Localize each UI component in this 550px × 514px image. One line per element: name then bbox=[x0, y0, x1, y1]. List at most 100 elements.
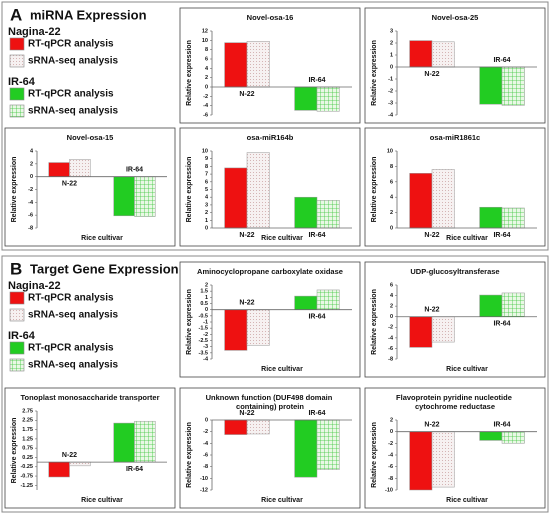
category-label: IR-64 bbox=[493, 57, 510, 64]
title-line: Novel-osa-25 bbox=[432, 13, 479, 22]
y-tick-label: 0 bbox=[205, 417, 208, 423]
y-tick-label: 10 bbox=[387, 148, 393, 154]
title-line: cytochrome reductase bbox=[415, 402, 495, 411]
y-tick-label: 0 bbox=[390, 225, 393, 231]
y-tick-label: 4 bbox=[390, 195, 394, 201]
y-tick-label: 6 bbox=[205, 179, 208, 185]
bar bbox=[316, 419, 340, 470]
chart-title: Novel-osa-25 bbox=[432, 13, 479, 22]
y-tick-label: 6 bbox=[390, 179, 393, 185]
bar bbox=[69, 159, 91, 177]
y-tick-label: 2 bbox=[390, 304, 393, 310]
chart-title: osa-miR164b bbox=[247, 133, 294, 142]
y-tick-label: 1.75 bbox=[22, 427, 33, 433]
y-tick-label: 2.75 bbox=[22, 408, 33, 414]
chart-frame bbox=[364, 261, 546, 378]
category-label: IR-64 bbox=[493, 422, 510, 429]
title-line: Novel-osa-16 bbox=[247, 13, 294, 22]
chart-title: Novel-osa-16 bbox=[247, 13, 294, 22]
panel-label: A bbox=[10, 5, 22, 24]
panel-title: miRNA Expression bbox=[30, 7, 147, 22]
legend-swatch bbox=[9, 358, 25, 372]
y-tick-label: 6 bbox=[390, 282, 393, 288]
y-tick-label: -1 bbox=[203, 319, 208, 325]
bar bbox=[431, 431, 455, 488]
bar bbox=[294, 196, 318, 229]
y-tick-label: -4 bbox=[28, 200, 34, 206]
y-tick-label: 0 bbox=[205, 84, 208, 90]
y-tick-label: -6 bbox=[203, 112, 208, 118]
category-label: N-22 bbox=[239, 300, 254, 307]
y-tick-label: -6 bbox=[388, 464, 393, 470]
chart-title: Unknown function (DUF498 domain containi… bbox=[206, 393, 335, 411]
legend-label: sRNA-seq analysis bbox=[28, 310, 118, 321]
bar bbox=[224, 309, 248, 351]
category-label: N-22 bbox=[424, 422, 439, 429]
y-tick-label: -8 bbox=[28, 225, 33, 231]
y-tick-label: -2 bbox=[203, 94, 208, 100]
y-tick-label: -2 bbox=[203, 332, 208, 338]
legend-swatch bbox=[9, 104, 25, 118]
panel-title: Target Gene Expression bbox=[30, 261, 179, 276]
chart-title: UDP-glucosyltransferase bbox=[410, 267, 499, 276]
title-line: containing) protein bbox=[236, 402, 304, 411]
y-tick-label: 0 bbox=[205, 307, 208, 313]
x-axis-label: Rice cultivar bbox=[261, 497, 303, 504]
y-tick-label: -4 bbox=[203, 356, 209, 362]
legend-label: sRNA-seq analysis bbox=[28, 56, 118, 67]
y-axis-label: Relative expression bbox=[186, 40, 193, 106]
x-axis-label: Rice cultivar bbox=[81, 235, 123, 242]
y-axis-label: Relative expression bbox=[371, 40, 378, 106]
y-tick-label: 0 bbox=[205, 225, 208, 231]
x-axis-label: Rice cultivar bbox=[261, 235, 303, 242]
category-label: IR-64 bbox=[126, 466, 143, 473]
y-tick-label: 2.25 bbox=[22, 418, 33, 424]
bar bbox=[224, 419, 248, 435]
bar bbox=[69, 461, 91, 467]
y-tick-label: -6 bbox=[28, 213, 33, 219]
y-tick-label: 4 bbox=[30, 148, 34, 154]
legend-label: RT-qPCR analysis bbox=[28, 89, 114, 100]
legend-label: RT-qPCR analysis bbox=[28, 39, 114, 50]
bar bbox=[409, 40, 433, 68]
bar bbox=[294, 86, 318, 111]
y-tick-label: 10 bbox=[202, 148, 208, 154]
y-tick-label: -1.25 bbox=[20, 483, 33, 489]
y-tick-label: -2 bbox=[203, 429, 208, 435]
title-line: Tonoplast monosaccharide transporter bbox=[20, 393, 159, 402]
legend-group: Nagina-22 bbox=[8, 280, 61, 292]
y-tick-label: 2 bbox=[205, 282, 208, 288]
bar bbox=[48, 461, 70, 478]
y-tick-label: 8 bbox=[390, 164, 393, 170]
legend-swatch bbox=[9, 341, 25, 355]
bar bbox=[294, 419, 318, 478]
y-axis-label: Relative expression bbox=[11, 418, 18, 484]
y-tick-label: 2 bbox=[390, 210, 393, 216]
chart-title: Flavoprotein pyridine nucleotide cytochr… bbox=[396, 393, 514, 411]
bar bbox=[246, 309, 270, 346]
y-tick-label: 1.5 bbox=[200, 289, 208, 295]
category-label: N-22 bbox=[424, 71, 439, 78]
chart-title: Tonoplast monosaccharide transporter bbox=[20, 393, 159, 402]
y-tick-label: -2 bbox=[28, 187, 33, 193]
category-label: N-22 bbox=[62, 452, 77, 459]
y-tick-label: 4 bbox=[205, 195, 209, 201]
x-axis-label: Rice cultivar bbox=[261, 366, 303, 373]
legend-group: IR-64 bbox=[8, 330, 36, 342]
y-tick-label: -10 bbox=[385, 487, 393, 493]
bar bbox=[246, 152, 270, 229]
y-tick-label: -0.25 bbox=[20, 464, 33, 470]
y-tick-label: -10 bbox=[200, 476, 208, 482]
title-line: Aminocyclopropane carboxylate oxidase bbox=[197, 267, 343, 276]
bar bbox=[409, 316, 433, 348]
y-tick-label: 2 bbox=[390, 40, 393, 46]
title-line: Novel-osa-15 bbox=[67, 133, 114, 142]
chart-title: Aminocyclopropane carboxylate oxidase bbox=[197, 267, 343, 276]
y-tick-label: 1 bbox=[205, 295, 208, 301]
bar bbox=[409, 431, 433, 491]
title-line: osa-miR1861c bbox=[430, 133, 480, 142]
category-label: IR-64 bbox=[126, 167, 143, 174]
bar bbox=[501, 66, 525, 106]
y-tick-label: 4 bbox=[205, 66, 209, 72]
